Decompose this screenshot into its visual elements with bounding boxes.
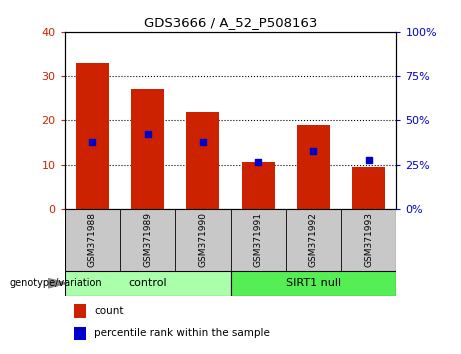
Point: [254, 160, 262, 165]
Bar: [131, 89, 164, 209]
Text: SIRT1 null: SIRT1 null: [286, 278, 341, 288]
Point: [199, 140, 207, 145]
Bar: [230, 271, 396, 296]
Text: GSM371988: GSM371988: [88, 212, 97, 267]
Polygon shape: [48, 279, 67, 288]
Point: [89, 140, 96, 145]
Point: [310, 149, 317, 154]
Bar: [76, 63, 109, 209]
Text: GSM371993: GSM371993: [364, 212, 373, 267]
Bar: [75, 304, 87, 318]
Bar: [242, 162, 275, 209]
Point: [365, 157, 372, 163]
Text: count: count: [95, 306, 124, 316]
Text: GSM371992: GSM371992: [309, 212, 318, 267]
Text: genotype/variation: genotype/variation: [9, 278, 102, 288]
Text: GSM371991: GSM371991: [254, 212, 263, 267]
Bar: [186, 112, 219, 209]
Bar: [297, 125, 330, 209]
Text: GSM371989: GSM371989: [143, 212, 152, 267]
Bar: [65, 271, 230, 296]
Text: GSM371990: GSM371990: [198, 212, 207, 267]
Text: control: control: [128, 278, 167, 288]
Text: percentile rank within the sample: percentile rank within the sample: [95, 328, 270, 338]
Bar: [75, 326, 87, 340]
Bar: [352, 167, 385, 209]
Point: [144, 131, 151, 137]
Title: GDS3666 / A_52_P508163: GDS3666 / A_52_P508163: [144, 16, 317, 29]
